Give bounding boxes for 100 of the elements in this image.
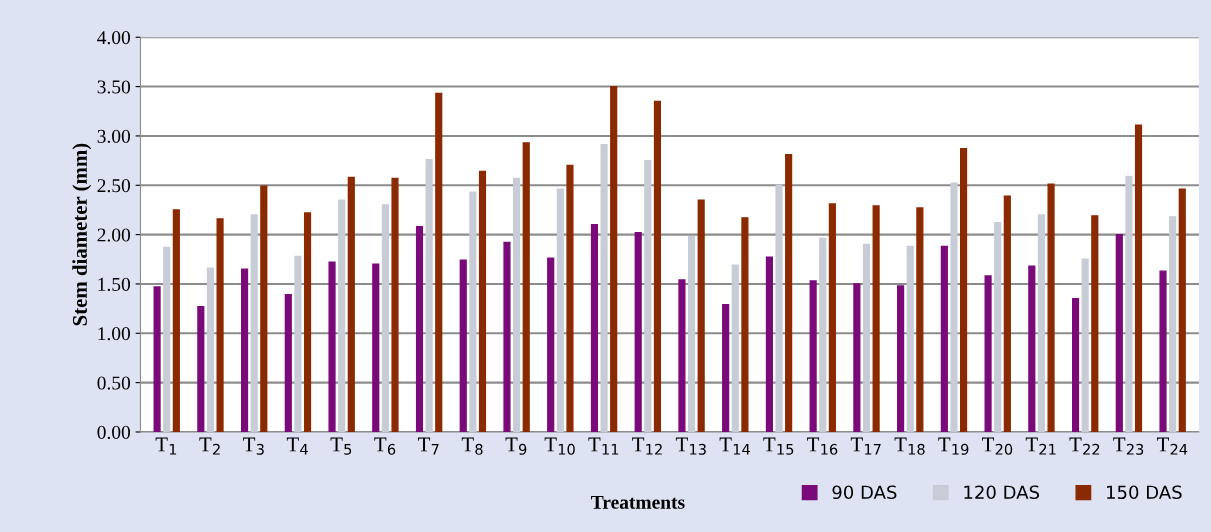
x-axis-title: Treatments [591, 495, 685, 509]
x-tick-label: T$_{18}$ [894, 437, 925, 455]
bar [347, 176, 355, 432]
y-tick-label: 3.50 [97, 80, 131, 94]
y-tick-label: 0.50 [97, 376, 131, 390]
bar [328, 261, 336, 432]
bar [775, 184, 783, 432]
y-tick-label: 2.00 [97, 228, 131, 242]
bar [940, 245, 948, 432]
bar [916, 207, 924, 432]
bar [765, 256, 773, 432]
x-tick-label: T$_{24}$ [1156, 437, 1188, 455]
x-tick-label: T$_{1}$ [155, 437, 177, 455]
bar [1159, 270, 1167, 432]
bar [1125, 175, 1133, 432]
bar [809, 280, 817, 432]
bar [338, 199, 346, 432]
x-tick-label: T$_{13}$ [675, 437, 706, 455]
bar [1178, 188, 1186, 432]
bar [1081, 258, 1089, 432]
bar [722, 303, 730, 432]
x-tick-label: T$_{20}$ [982, 437, 1013, 455]
bar [216, 218, 224, 432]
bar [994, 222, 1002, 432]
x-tick-label: T$_{3}$ [243, 437, 264, 455]
bar [415, 226, 424, 432]
bar [172, 209, 180, 432]
bar [853, 283, 861, 432]
bar [1028, 265, 1036, 432]
bar [206, 267, 215, 432]
bar [547, 257, 555, 432]
bar [435, 92, 443, 432]
bar [381, 204, 389, 432]
bar [566, 164, 574, 432]
bar [260, 185, 268, 432]
bar [731, 264, 739, 432]
x-tick-label: T$_{14}$ [719, 437, 750, 455]
bar [294, 255, 302, 432]
bar [634, 231, 642, 432]
bar [687, 235, 696, 432]
bar [478, 170, 487, 432]
bar [503, 241, 511, 432]
y-tick-label: 4.00 [97, 31, 131, 45]
y-tick-label: 2.50 [97, 179, 131, 193]
x-tick-label: T$_{23}$ [1113, 437, 1144, 455]
x-tick-label: T$_{12}$ [632, 437, 662, 455]
x-tick-label: T$_{19}$ [938, 437, 969, 455]
bar [250, 214, 258, 432]
bar [950, 182, 958, 432]
bar [522, 142, 530, 432]
x-tick-label: T$_{17}$ [850, 437, 881, 455]
legend-label: 90 DAS [832, 485, 897, 500]
legend-label: 120 DAS [964, 485, 1040, 500]
y-axis-title: Stem diameter (mm) [72, 143, 92, 326]
x-tick-label: T$_{21}$ [1025, 437, 1056, 455]
y-tick-label: 1.50 [98, 277, 131, 291]
y-tick-label: 0.00 [97, 425, 131, 440]
legend-label: 150 DAS [1107, 485, 1182, 500]
bar [897, 285, 905, 432]
bar [1003, 195, 1011, 432]
bar [303, 212, 312, 432]
x-tick-label: T$_{2}$ [199, 437, 220, 455]
y-tick-label: 1.00 [98, 327, 131, 341]
bar [391, 177, 399, 432]
x-tick-label: T$_{6}$ [374, 437, 396, 455]
x-tick-label: T$_{7}$ [418, 437, 439, 455]
bar [984, 275, 992, 432]
bar [153, 286, 161, 432]
x-tick-label: T$_{5}$ [330, 437, 352, 455]
x-tick-label: T$_{16}$ [807, 437, 838, 455]
bar [459, 259, 467, 432]
bar [556, 188, 564, 432]
bar [785, 153, 793, 432]
bar [1047, 183, 1055, 432]
bar [653, 100, 662, 432]
bar [644, 159, 652, 432]
bar [872, 205, 880, 432]
bar [284, 294, 292, 432]
bar [590, 224, 599, 432]
bar [372, 263, 380, 432]
bar [240, 268, 249, 432]
bar [1091, 215, 1099, 432]
bar [960, 148, 968, 432]
x-tick-label: T$_{8}$ [461, 437, 483, 455]
bar [1071, 298, 1080, 432]
bar [819, 237, 827, 432]
x-tick-label: T$_{22}$ [1069, 437, 1100, 455]
bar [600, 144, 608, 432]
bar [741, 217, 749, 432]
x-tick-label: T$_{4}$ [286, 437, 308, 455]
x-tick-label: T$_{11}$ [588, 437, 619, 455]
bar [1134, 124, 1143, 432]
bar [469, 191, 477, 432]
bar [678, 279, 686, 432]
bar [513, 177, 521, 432]
bar [1037, 214, 1046, 432]
y-tick-label: 3.00 [97, 129, 131, 143]
bar [610, 85, 618, 432]
bar [697, 199, 705, 432]
bar [862, 243, 871, 432]
